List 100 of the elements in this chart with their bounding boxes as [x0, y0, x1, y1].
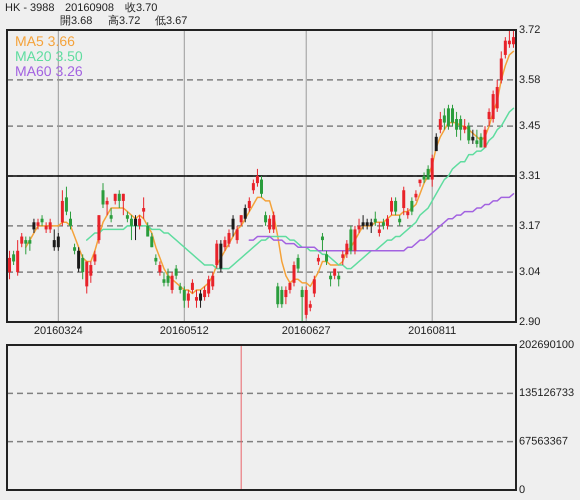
candlestick: [240, 214, 243, 226]
y-tick-label: 2.90: [519, 316, 540, 328]
candlestick: [434, 132, 438, 152]
candlestick: [500, 50, 503, 84]
candlestick: [284, 286, 288, 305]
candlestick: [292, 260, 296, 287]
candlestick: [406, 208, 410, 220]
candlestick: [64, 186, 68, 216]
y-tick-label: 3.04: [519, 266, 540, 278]
candlestick: [512, 30, 515, 48]
candlestick: [40, 214, 44, 226]
candlestick: [186, 289, 190, 308]
candlestick: [28, 236, 32, 252]
candlestick: [81, 254, 84, 280]
candlestick: [333, 268, 336, 280]
candlestick: [272, 211, 276, 234]
candlestick: [69, 211, 72, 230]
candlestick: [430, 154, 434, 188]
candlestick: [451, 104, 454, 127]
candlestick: [459, 114, 462, 141]
candlestick: [345, 240, 348, 258]
candlestick: [252, 179, 255, 194]
candlestick: [102, 182, 105, 209]
candlestick: [106, 196, 109, 216]
candlestick: [36, 218, 40, 230]
candlestick: [178, 282, 182, 294]
candlestick: [276, 282, 280, 308]
candlestick: [410, 196, 414, 216]
candlestick: [20, 232, 24, 248]
candlestick: [122, 193, 125, 216]
candlestick: [158, 260, 162, 276]
candlestick: [382, 218, 385, 230]
candlestick: [402, 186, 406, 216]
candlestick: [32, 218, 36, 234]
y-tick-label: 67563367: [519, 436, 568, 448]
candlestick: [227, 228, 230, 248]
candlestick: [370, 218, 373, 234]
text: 收3.70: [125, 2, 158, 14]
candlestick: [296, 254, 300, 273]
candlestick: [467, 122, 470, 144]
text: 高3.72: [108, 14, 140, 27]
y-tick-label: 135126733: [519, 387, 574, 400]
x-tick-label: 20160512: [160, 325, 209, 337]
candlestick: [174, 264, 178, 280]
candlestick: [89, 260, 92, 284]
candlestick: [366, 218, 369, 230]
candlestick: [426, 164, 430, 180]
x-tick-label: 20160324: [34, 325, 83, 337]
candlestick: [118, 190, 121, 209]
candlestick: [130, 214, 133, 241]
candlestick: [300, 286, 304, 322]
candlestick: [44, 222, 48, 234]
x-tick-label: 20160627: [282, 325, 331, 337]
candlestick: [463, 118, 466, 134]
y-tick-label: 3.31: [519, 170, 540, 182]
candlestick: [325, 250, 328, 266]
candlestick: [244, 204, 247, 223]
y-tick-label: 3.72: [519, 24, 540, 36]
candlestick: [190, 278, 194, 294]
candlestick: [386, 214, 389, 230]
candlestick: [504, 36, 507, 59]
candlestick: [316, 254, 320, 266]
candlestick: [8, 250, 12, 280]
text: MA5 3.66: [15, 33, 76, 49]
candlestick: [337, 272, 340, 287]
candlestick: [374, 211, 377, 226]
candlestick: [77, 246, 80, 273]
y-tick-label: 202690100: [519, 338, 574, 351]
chart-title: HK - 3988: [5, 2, 55, 14]
candlestick: [93, 250, 96, 266]
y-tick-label: 3.45: [519, 120, 540, 132]
candlestick: [194, 289, 198, 308]
candlestick: [329, 272, 332, 287]
candlestick: [142, 196, 146, 220]
candlestick: [166, 268, 170, 287]
candlestick: [390, 196, 394, 216]
candlestick: [146, 222, 150, 238]
candlestick: [207, 275, 210, 298]
candlestick: [264, 211, 268, 226]
candlestick: [223, 236, 226, 252]
candlestick: [260, 176, 263, 198]
candlestick: [138, 214, 142, 230]
candlestick: [446, 104, 450, 130]
candlestick: [73, 243, 76, 255]
candlestick: [52, 228, 56, 252]
candlestick: [48, 218, 52, 234]
text: 20160908: [65, 2, 114, 14]
candlestick: [60, 190, 64, 226]
candlestick: [248, 196, 251, 212]
candlestick: [312, 275, 316, 298]
candlestick: [362, 214, 365, 230]
candlestick: [162, 272, 166, 287]
candlestick: [110, 208, 113, 223]
candlestick: [341, 250, 344, 266]
candlestick: [256, 168, 259, 188]
candlestick: [150, 232, 154, 248]
y-tick-label: 3.17: [519, 220, 540, 232]
candlestick: [414, 190, 418, 202]
candlestick: [126, 211, 129, 223]
candlestick: [280, 286, 284, 308]
